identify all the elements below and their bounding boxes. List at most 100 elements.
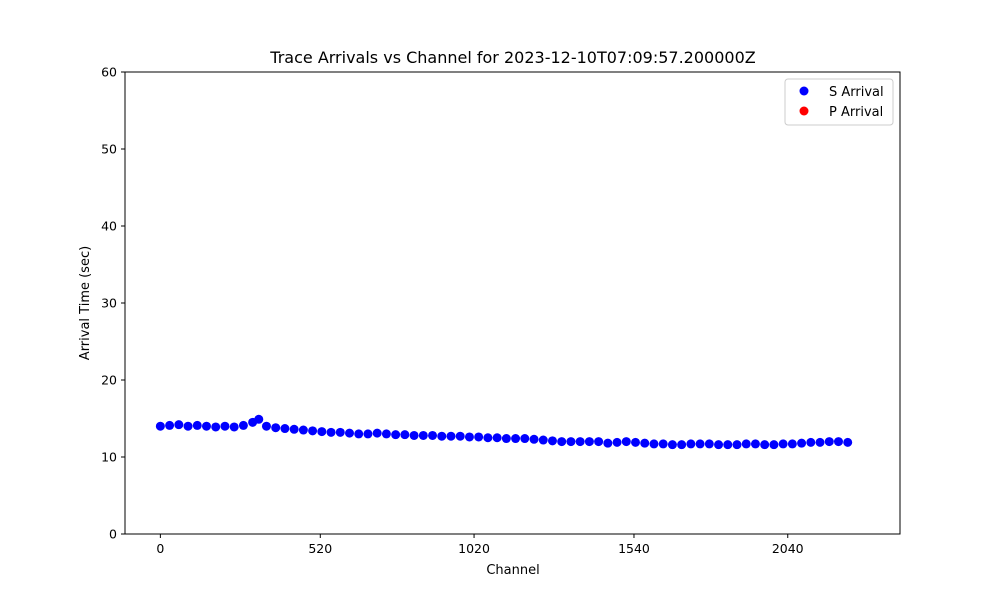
x-tick-label: 0 — [156, 541, 164, 556]
s-arrival-point — [409, 430, 419, 440]
s-arrival-point — [335, 427, 345, 437]
s-arrival-point — [165, 420, 175, 430]
y-tick-label: 50 — [101, 142, 117, 157]
s-arrival-point — [437, 431, 447, 441]
s-arrival-point — [833, 437, 843, 447]
s-arrival-point — [621, 437, 631, 447]
s-arrival-point — [760, 440, 770, 450]
s-arrival-point — [723, 440, 733, 450]
s-arrival-point — [455, 431, 465, 441]
y-tick-label: 40 — [101, 219, 117, 234]
s-arrival-point — [686, 439, 696, 449]
s-arrival-point — [649, 439, 659, 449]
s-arrival-point — [400, 430, 410, 440]
s-arrival-point — [174, 420, 184, 430]
s-arrival-point — [201, 421, 211, 431]
s-arrival-point — [363, 429, 373, 439]
s-arrival-point — [695, 439, 705, 449]
s-arrival-point — [238, 420, 248, 430]
legend-label-s-arrival: S Arrival — [829, 85, 884, 100]
y-tick-label: 60 — [101, 65, 117, 80]
s-arrival-point — [428, 430, 438, 440]
s-arrival-point — [824, 437, 834, 447]
s-arrival-point — [261, 421, 271, 431]
s-arrival-point — [584, 437, 594, 447]
s-arrival-point — [566, 437, 576, 447]
y-axis: 0 10 20 30 40 50 60 — [101, 65, 125, 542]
s-arrival-point — [474, 432, 484, 442]
s-arrival-point — [326, 427, 336, 437]
s-arrival-point — [354, 429, 364, 439]
points-layer — [155, 414, 853, 450]
legend-marker-p-arrival — [799, 106, 809, 116]
s-arrival-point — [529, 434, 539, 444]
s-arrival-point — [538, 435, 548, 445]
s-arrival-point — [492, 433, 502, 443]
s-arrival-point — [658, 439, 668, 449]
s-arrival-point — [501, 434, 511, 444]
s-arrival-point — [280, 424, 290, 434]
s-arrival-point — [289, 424, 299, 434]
s-arrival-point — [211, 422, 221, 432]
legend-box — [784, 78, 894, 126]
s-arrival-point — [464, 432, 474, 442]
s-arrival-point — [511, 434, 521, 444]
s-arrival-point — [547, 436, 557, 446]
s-arrival-point — [192, 420, 202, 430]
y-axis-label: Arrival Time (sec) — [78, 246, 93, 360]
x-tick-label: 2040 — [772, 541, 804, 556]
y-tick-label: 10 — [101, 450, 117, 465]
x-axis-label: Channel — [486, 563, 539, 578]
s-arrival-point — [372, 428, 382, 438]
s-arrival-point — [750, 439, 760, 449]
s-arrival-point — [704, 439, 714, 449]
s-arrival-point — [787, 439, 797, 449]
x-axis: 0 520 1020 1540 2040 — [156, 534, 804, 556]
s-arrival-point — [612, 437, 622, 447]
s-arrival-point — [797, 438, 807, 448]
s-arrival-point — [714, 440, 724, 450]
s-arrival-point — [381, 429, 391, 439]
s-arrival-point — [667, 440, 677, 450]
s-arrival-point — [603, 438, 613, 448]
s-arrival-point — [183, 421, 193, 431]
s-arrival-point — [520, 434, 530, 444]
x-tick-label: 520 — [308, 541, 332, 556]
s-arrival-point — [345, 428, 355, 438]
s-arrival-point — [806, 437, 816, 447]
plot-frame — [124, 71, 901, 535]
y-tick-label: 20 — [101, 373, 117, 388]
y-tick-label: 30 — [101, 296, 117, 311]
s-arrival-point — [418, 430, 428, 440]
s-arrival-point — [298, 425, 308, 435]
s-arrival-point — [220, 421, 230, 431]
x-tick-label: 1540 — [618, 541, 650, 556]
s-arrival-point — [254, 414, 264, 424]
s-arrival-point — [631, 437, 641, 447]
legend-marker-s-arrival — [799, 86, 809, 96]
s-arrival-point — [640, 438, 650, 448]
s-arrival-point — [229, 422, 239, 432]
s-arrival-point — [271, 423, 281, 433]
s-arrival-point — [391, 430, 401, 440]
s-arrival-point — [732, 440, 742, 450]
y-tick-label: 0 — [109, 527, 117, 542]
s-arrival-point — [769, 440, 779, 450]
s-arrival-point — [778, 439, 788, 449]
s-arrival-point — [741, 439, 751, 449]
s-arrival-point — [843, 437, 853, 447]
legend-label-p-arrival: P Arrival — [829, 105, 883, 120]
s-arrival-point — [155, 421, 165, 431]
s-arrival-point — [317, 427, 327, 437]
s-arrival-point — [446, 431, 456, 441]
x-tick-label: 1020 — [458, 541, 490, 556]
s-arrival-point — [594, 437, 604, 447]
legend: S Arrival P Arrival — [784, 78, 894, 126]
s-arrival-point — [308, 426, 318, 436]
s-arrival-point — [557, 437, 567, 447]
s-arrival-point — [483, 433, 493, 443]
chart-title: Trace Arrivals vs Channel for 2023-12-10… — [269, 48, 755, 67]
s-arrival-point — [575, 437, 585, 447]
s-arrival-point — [677, 440, 687, 450]
